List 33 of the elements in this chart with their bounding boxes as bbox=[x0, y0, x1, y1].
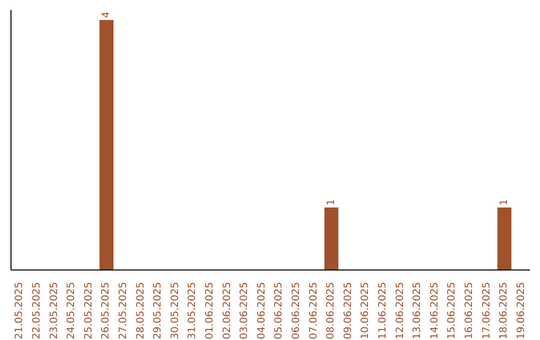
x-tick-label: 10.06.2025 bbox=[360, 282, 372, 340]
data-label: 1 bbox=[498, 199, 510, 206]
x-tick-label: 05.06.2025 bbox=[274, 282, 285, 340]
x-tick-label: 30.05.2025 bbox=[170, 282, 181, 340]
x-tick-label: 08.06.2025 bbox=[326, 282, 337, 340]
x-tick-label: 29.05.2025 bbox=[152, 282, 164, 340]
x-tick-label: 02.06.2025 bbox=[222, 282, 233, 340]
x-tick-label: 07.06.2025 bbox=[308, 282, 320, 340]
x-tick-label: 06.06.2025 bbox=[290, 282, 302, 340]
x-tick-label: 19.06.2025 bbox=[516, 282, 527, 340]
x-tick-label: 13.06.2025 bbox=[412, 282, 424, 340]
x-tick-label: 31.05.2025 bbox=[187, 282, 198, 340]
x-tick-label: 11.06.2025 bbox=[377, 282, 388, 340]
x-tick-label: 28.05.2025 bbox=[135, 282, 146, 340]
x-tick-label: 12.06.2025 bbox=[394, 282, 406, 340]
x-tick-label: 26.05.2025 bbox=[100, 282, 112, 340]
x-tick-label: 17.06.2025 bbox=[481, 282, 492, 340]
x-tick-label: 25.05.2025 bbox=[83, 282, 94, 340]
x-tick-label: 27.05.2025 bbox=[118, 282, 129, 340]
x-tick-label: 22.05.2025 bbox=[31, 282, 42, 340]
x-tick-label: 16.06.2025 bbox=[464, 282, 475, 340]
data-label: 1 bbox=[326, 199, 337, 206]
x-tick-label: 23.05.2025 bbox=[48, 282, 60, 340]
x-tick-label: 15.06.2025 bbox=[446, 282, 458, 340]
x-tick-label: 09.06.2025 bbox=[342, 282, 354, 340]
x-tick-label: 14.06.2025 bbox=[429, 282, 440, 340]
data-label: 4 bbox=[101, 12, 112, 18]
x-tick-label: 21.05.2025 bbox=[14, 282, 26, 340]
x-tick-label: 03.06.2025 bbox=[239, 282, 250, 340]
x-tick-label: 24.05.2025 bbox=[66, 282, 78, 340]
x-tick-label: 18.06.2025 bbox=[498, 282, 510, 340]
x-tick-label: 04.06.2025 bbox=[256, 282, 268, 340]
x-tick-label: 01.06.2025 bbox=[204, 282, 216, 340]
